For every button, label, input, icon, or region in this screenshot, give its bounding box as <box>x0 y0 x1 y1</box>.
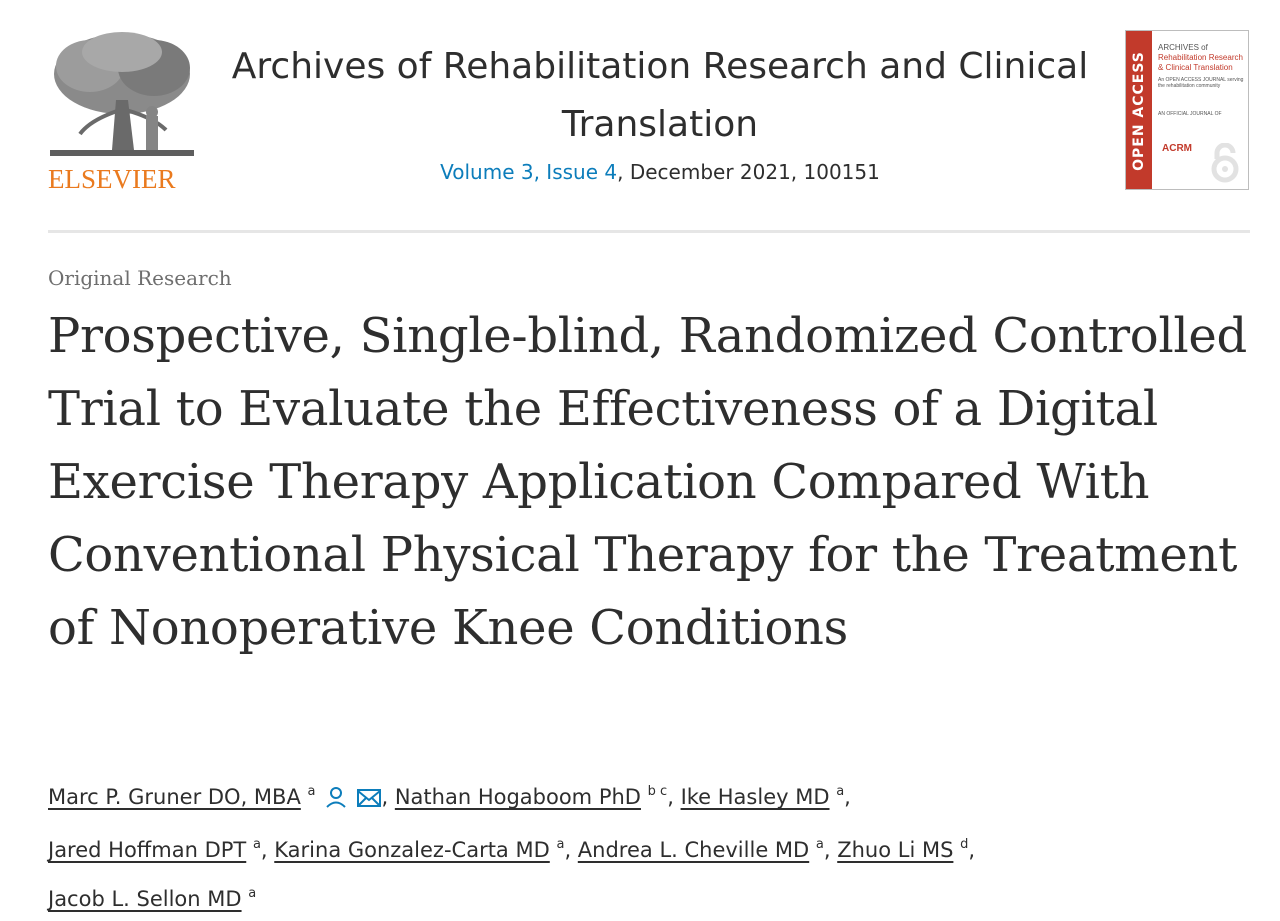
author-affiliation[interactable]: a <box>307 784 316 799</box>
masthead: ELSEVIER Archives of Rehabilitation Rese… <box>48 28 1250 194</box>
author-affiliation[interactable]: b c <box>647 784 668 799</box>
person-icon[interactable] <box>325 779 347 823</box>
author: Nathan Hogaboom PhD b c <box>394 784 668 809</box>
author: Ike Hasley MD a <box>680 784 845 809</box>
author-affiliation[interactable]: a <box>556 837 565 852</box>
author: Andrea L. Cheville MD a <box>577 837 824 862</box>
header-divider <box>48 230 1250 233</box>
author: Jared Hoffman DPT a <box>48 837 261 862</box>
elsevier-wordmark: ELSEVIER <box>48 164 176 194</box>
cover-tagline: An OPEN ACCESS JOURNAL serving the rehab… <box>1158 77 1244 89</box>
envelope-icon[interactable] <box>357 779 382 823</box>
author-affiliation[interactable]: d <box>960 837 969 852</box>
journal-info: Archives of Rehabilitation Research and … <box>220 38 1100 184</box>
open-access-lock-icon <box>1211 143 1239 183</box>
author-affiliation[interactable]: a <box>252 837 261 852</box>
author-name-link[interactable]: Nathan Hogaboom PhD <box>394 785 641 809</box>
cover-open-access-band: OPEN ACCESS <box>1126 31 1152 189</box>
elsevier-logo[interactable]: ELSEVIER <box>48 28 196 194</box>
issue-date-page: , December 2021, 100151 <box>617 160 880 184</box>
journal-cover[interactable]: OPEN ACCESS ARCHIVES of Rehabilitation R… <box>1125 30 1249 190</box>
elsevier-tree-icon <box>50 32 194 156</box>
author: Jacob L. Sellon MD a <box>48 886 257 911</box>
author-affiliation[interactable]: a <box>836 784 845 799</box>
author: Karina Gonzalez-Carta MD a <box>274 837 565 862</box>
cover-official: AN OFFICIAL JOURNAL OF <box>1158 111 1222 117</box>
cover-heading-line1: ARCHIVES of <box>1158 43 1208 52</box>
issue-link[interactable]: Volume 3, Issue 4 <box>440 160 618 184</box>
article-title: Prospective, Single-blind, Randomized Co… <box>48 308 1247 656</box>
author: Zhuo Li MS d <box>837 837 969 862</box>
author-name-link[interactable]: Zhuo Li MS <box>837 838 954 862</box>
journal-title: Archives of Rehabilitation Research and … <box>220 38 1100 154</box>
author: Marc P. Gruner DO, MBA a <box>48 784 382 809</box>
author-name-link[interactable]: Karina Gonzalez-Carta MD <box>274 838 550 862</box>
author-name-link[interactable]: Jacob L. Sellon MD <box>48 887 242 911</box>
author-name-link[interactable]: Jared Hoffman DPT <box>48 838 247 862</box>
author-affiliation[interactable]: a <box>248 886 257 901</box>
cover-heading-line2: Rehabilitation Research & Clinical Trans… <box>1158 53 1243 72</box>
cover-band-text: OPEN ACCESS <box>1131 51 1147 171</box>
journal-title-link[interactable]: Archives of Rehabilitation Research and … <box>231 46 1089 145</box>
author-list: Marc P. Gruner DO, MBA a, Nathan Hogaboo… <box>48 770 1258 921</box>
author-affiliation[interactable]: a <box>815 837 824 852</box>
author-name-link[interactable]: Marc P. Gruner DO, MBA <box>48 785 301 809</box>
issue-line: Volume 3, Issue 4, December 2021, 100151 <box>220 160 1100 184</box>
cover-heading: ARCHIVES of Rehabilitation Research & Cl… <box>1158 43 1244 117</box>
cover-society: ACRM <box>1162 143 1192 154</box>
author-name-link[interactable]: Ike Hasley MD <box>680 785 830 809</box>
author-name-link[interactable]: Andrea L. Cheville MD <box>577 838 810 862</box>
article-type: Original Research <box>48 266 232 290</box>
